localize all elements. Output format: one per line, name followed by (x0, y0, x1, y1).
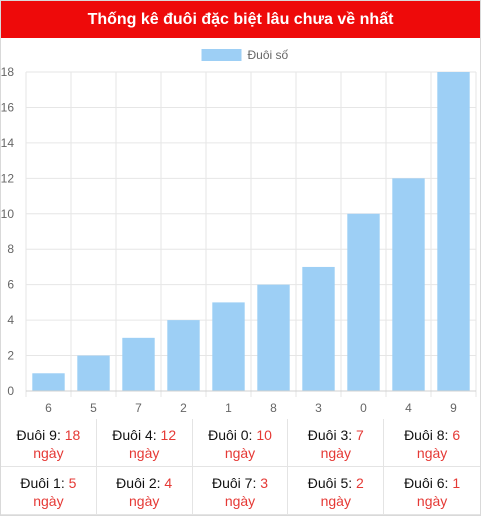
stat-value: 12 (160, 427, 177, 443)
stat-cell: Đuôi 1: 5 ngày (1, 467, 97, 515)
stat-label: Đuôi 8: (404, 427, 449, 443)
stat-unit: ngày (224, 493, 256, 509)
bar (122, 337, 155, 391)
stat-unit: ngày (320, 445, 351, 461)
y-tick-label: 10 (1, 207, 14, 221)
stat-label: Đuôi 7: (211, 475, 257, 491)
stat-value: 5 (68, 475, 77, 491)
x-tick-label: 1 (225, 401, 232, 415)
stat-cell: Đuôi 2: 4 ngày (96, 467, 193, 515)
stat-cell: Đuôi 3: 7 ngày (288, 419, 385, 467)
y-tick-label: 14 (1, 136, 14, 150)
stat-cell: Đuôi 4: 12 ngày (96, 419, 193, 467)
x-tick-label: 8 (270, 401, 277, 415)
panel-header: Thống kê đuôi đặc biệt lâu chưa về nhất (1, 1, 480, 38)
stat-label: Đuôi 3: (307, 427, 353, 443)
bar (257, 284, 290, 391)
x-tick-label: 5 (90, 401, 97, 415)
stat-unit: ngày (416, 445, 448, 461)
y-tick-label: 4 (7, 313, 14, 327)
legend-label: Đuôi số (248, 48, 289, 62)
bar (212, 302, 245, 391)
y-tick-label: 18 (1, 65, 14, 79)
bar (302, 266, 335, 391)
x-tick-label: 3 (315, 401, 322, 415)
y-tick-label: 12 (1, 171, 14, 185)
stat-unit: ngày (129, 493, 160, 509)
stat-cell: Đuôi 6: 1 ngày (384, 467, 480, 515)
stat-cell: Đuôi 7: 3 ngày (192, 467, 289, 515)
x-tick-label: 2 (180, 401, 187, 415)
stat-value: 18 (64, 427, 81, 443)
stat-value: 6 (452, 427, 461, 443)
stat-unit: ngày (129, 445, 160, 461)
stat-label: Đuôi 2: (116, 475, 161, 491)
stat-label: Đuôi 6: (404, 475, 449, 491)
panel-title: Thống kê đuôi đặc biệt lâu chưa về nhất (87, 10, 394, 28)
bar (167, 320, 200, 391)
bar (437, 72, 470, 391)
stat-unit: ngày (33, 493, 64, 509)
bar (347, 213, 380, 391)
legend-swatch (201, 49, 242, 61)
bar (32, 373, 65, 391)
stat-value: 1 (452, 475, 461, 491)
stat-label: Đuôi 1: (20, 475, 65, 491)
x-tick-label: 6 (45, 401, 52, 415)
x-tick-label: 0 (360, 401, 367, 415)
x-tick-label: 7 (135, 401, 142, 415)
y-tick-label: 2 (7, 349, 14, 363)
stat-value: 10 (256, 427, 272, 443)
stat-cell: Đuôi 8: 6 ngày (384, 419, 480, 467)
bar (392, 178, 425, 391)
stat-label: Đuôi 0: (208, 427, 253, 443)
y-tick-label: 0 (7, 384, 14, 398)
stat-cell: Đuôi 9: 18 ngày (1, 419, 97, 467)
stat-value: 4 (164, 475, 173, 491)
stat-label: Đuôi 5: (307, 475, 353, 491)
stat-value: 2 (356, 475, 364, 491)
stat-value: 3 (260, 475, 269, 491)
stats-grid: Đuôi 9: 18 ngày Đuôi 4: 12 ngày Đuôi 0: 10… (1, 419, 480, 515)
y-tick-label: 8 (7, 242, 14, 256)
stat-cell: Đuôi 0: 10 ngày (192, 419, 289, 467)
stat-unit: ngày (224, 445, 256, 461)
bar (77, 355, 110, 391)
stat-unit: ngày (416, 493, 448, 509)
stat-cell: Đuôi 5: 2 ngày (288, 467, 385, 515)
y-tick-label: 6 (7, 278, 14, 292)
stat-label: Đuôi 4: (112, 427, 157, 443)
stat-unit: ngày (33, 445, 64, 461)
x-tick-label: 4 (405, 401, 412, 415)
stat-unit: ngày (320, 493, 351, 509)
x-tick-label: 9 (450, 401, 457, 415)
stat-value: 7 (356, 427, 364, 443)
y-tick-label: 16 (1, 100, 14, 114)
stat-label: Đuôi 9: (16, 427, 61, 443)
